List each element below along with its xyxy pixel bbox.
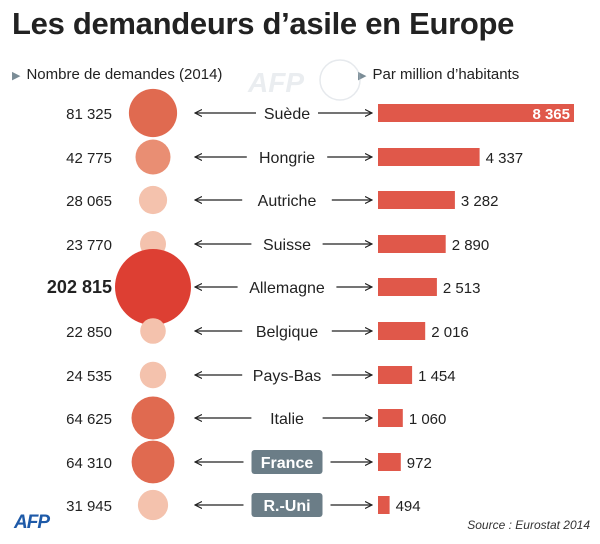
count-label: 31 945 bbox=[66, 498, 112, 515]
bar-value-label: 1 060 bbox=[409, 411, 447, 428]
country-label: Autriche bbox=[258, 193, 317, 210]
bubble bbox=[135, 139, 171, 175]
bar bbox=[378, 191, 455, 209]
bar-value-label: 2 016 bbox=[431, 324, 469, 341]
afp-watermark: AFP bbox=[247, 59, 361, 101]
bubble bbox=[115, 249, 191, 325]
bubble bbox=[140, 318, 166, 344]
bubble bbox=[128, 88, 178, 138]
bar-value-label: 2 890 bbox=[452, 237, 490, 254]
country-label: Italie bbox=[270, 411, 304, 428]
watermark-globe-icon bbox=[319, 59, 361, 101]
chart-title: Les demandeurs d’asile en Europe bbox=[12, 6, 515, 41]
bubble bbox=[131, 396, 175, 440]
country-label: Suisse bbox=[263, 237, 311, 254]
bar bbox=[378, 366, 413, 384]
country-label: Pays-Bas bbox=[253, 368, 321, 385]
count-label: 28 065 bbox=[66, 193, 112, 210]
bar bbox=[378, 104, 574, 122]
bar bbox=[378, 496, 390, 514]
count-label: 64 625 bbox=[66, 411, 112, 428]
bar-value-label: 972 bbox=[407, 455, 432, 472]
left-column-header-label: Nombre de demandes (2014) bbox=[26, 66, 223, 83]
country-label-highlight bbox=[251, 450, 323, 474]
country-label: Belgique bbox=[256, 324, 318, 341]
bar bbox=[378, 235, 446, 253]
bubble bbox=[139, 361, 167, 389]
triangle-right-icon: ▶ bbox=[358, 70, 367, 82]
left-column-header: ▶ Nombre de demandes (2014) bbox=[12, 66, 222, 83]
bubble bbox=[138, 185, 168, 215]
country-label: R.-Uni bbox=[263, 498, 310, 515]
bar bbox=[378, 322, 426, 340]
bar bbox=[378, 409, 403, 427]
count-label: 23 770 bbox=[66, 237, 112, 254]
count-label: 22 850 bbox=[66, 324, 112, 341]
afp-logo: AFP bbox=[14, 512, 50, 533]
count-label: 42 775 bbox=[66, 150, 112, 167]
bar bbox=[378, 148, 480, 166]
bar-value-label: 494 bbox=[396, 498, 421, 515]
count-label: 202 815 bbox=[47, 277, 112, 297]
count-label: 81 325 bbox=[66, 106, 112, 123]
country-label: Suède bbox=[264, 106, 310, 123]
bar-value-label: 8 365 bbox=[532, 106, 570, 123]
bubble bbox=[137, 489, 169, 521]
bar-value-label: 2 513 bbox=[443, 280, 481, 297]
watermark-text: AFP bbox=[247, 67, 304, 98]
triangle-right-icon: ▶ bbox=[12, 70, 21, 82]
right-column-header-label: Par million d’habitants bbox=[372, 66, 520, 83]
bar-value-label: 1 454 bbox=[418, 368, 456, 385]
bar bbox=[378, 453, 401, 471]
bar-value-label: 3 282 bbox=[461, 193, 499, 210]
country-label: Allemagne bbox=[249, 280, 325, 297]
country-label: France bbox=[261, 455, 314, 472]
source-note: Source : Eurostat 2014 bbox=[467, 518, 590, 532]
right-column-header: ▶ Par million d’habitants bbox=[358, 66, 519, 83]
bubble bbox=[131, 440, 175, 484]
count-label: 64 310 bbox=[66, 455, 112, 472]
country-label: Hongrie bbox=[259, 150, 315, 167]
country-label-highlight bbox=[251, 493, 323, 517]
bar bbox=[378, 278, 437, 296]
count-label: 24 535 bbox=[66, 368, 112, 385]
bar-value-label: 4 337 bbox=[486, 150, 524, 167]
